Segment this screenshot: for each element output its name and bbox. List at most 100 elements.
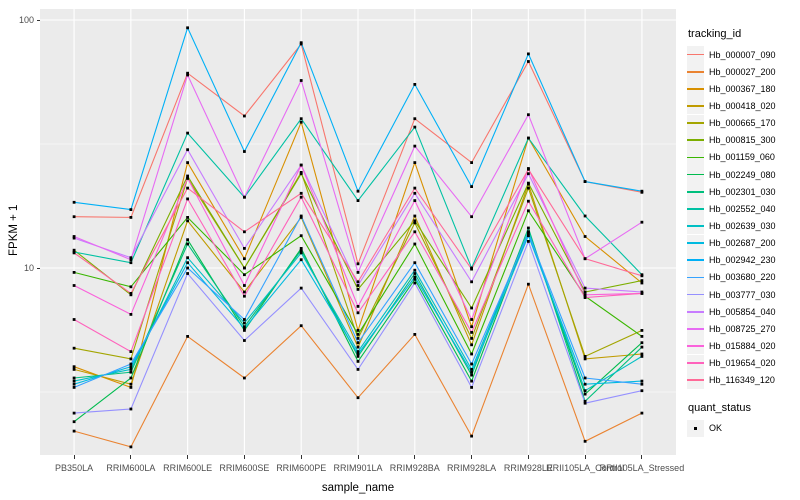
data-point xyxy=(243,290,246,294)
data-point xyxy=(413,199,417,202)
y-tick-mark xyxy=(37,19,40,21)
legend-item-Hb_019654_020: Hb_019654_020 xyxy=(687,354,799,372)
legend-line-icon xyxy=(687,225,704,227)
data-point xyxy=(583,180,587,183)
legend-line-icon xyxy=(687,293,704,296)
data-point xyxy=(186,197,189,201)
legend-key-swatch-icon xyxy=(687,63,704,81)
legend-item-Hb_002942_230: Hb_002942_230 xyxy=(687,251,799,269)
data-point xyxy=(299,79,303,82)
legend-item-label: Hb_116349_120 xyxy=(709,375,775,386)
data-point xyxy=(640,411,644,415)
data-point xyxy=(129,313,133,316)
data-point xyxy=(413,242,417,246)
data-point xyxy=(583,399,587,403)
legend-line-icon xyxy=(687,173,704,176)
data-point xyxy=(299,191,303,195)
data-point xyxy=(470,373,473,377)
data-point xyxy=(640,292,644,295)
legend-item-label: Hb_008725_270 xyxy=(709,323,776,334)
legend-items: Hb_000007_090 Hb_000027_200 Hb_000367_180 H… xyxy=(687,46,799,389)
legend-item-label: Hb_000367_180 xyxy=(709,83,776,94)
data-point xyxy=(527,186,530,190)
data-point xyxy=(243,294,246,298)
x-tick-mark xyxy=(300,455,302,459)
data-point xyxy=(583,382,587,386)
data-point xyxy=(583,355,587,358)
black-square-icon xyxy=(693,426,698,431)
data-point xyxy=(243,114,246,118)
data-point xyxy=(470,185,473,188)
data-point xyxy=(186,174,189,178)
data-point xyxy=(129,365,133,369)
data-point xyxy=(186,73,189,77)
legend-item-label: Hb_002639_030 xyxy=(709,220,776,231)
x-tick-mark xyxy=(130,455,132,459)
data-point xyxy=(527,52,530,56)
legend-item-Hb_000665_170: Hb_000665_170 xyxy=(687,114,799,132)
data-point xyxy=(583,293,587,297)
x-tick-label-PB350LA: PB350LA xyxy=(55,463,94,473)
data-point xyxy=(243,318,246,321)
data-point xyxy=(186,26,189,30)
data-point xyxy=(583,439,587,443)
data-point xyxy=(356,199,360,202)
data-point xyxy=(470,370,473,374)
legend-line-icon xyxy=(687,88,704,90)
legend-line-icon xyxy=(687,310,704,313)
data-point xyxy=(299,248,303,252)
data-point xyxy=(527,231,530,235)
data-point xyxy=(413,221,417,225)
data-point xyxy=(299,234,303,238)
data-point xyxy=(72,251,76,255)
data-point xyxy=(243,247,246,250)
data-point xyxy=(243,321,246,325)
x-tick-mark xyxy=(527,455,529,459)
legend-line-icon xyxy=(687,53,704,56)
data-point xyxy=(299,286,303,290)
data-point xyxy=(470,352,473,356)
data-point xyxy=(243,339,246,342)
legend-key-swatch-icon xyxy=(687,286,704,304)
legend-quant-status: quant_status OK xyxy=(687,402,799,437)
data-point xyxy=(72,368,76,371)
data-point xyxy=(356,271,360,274)
data-point xyxy=(129,216,133,219)
data-point xyxy=(583,389,587,393)
data-point xyxy=(527,282,530,286)
legend-title-quant-status: quant_status xyxy=(688,401,751,414)
legend-item-Hb_015884_020: Hb_015884_020 xyxy=(687,337,799,355)
data-point xyxy=(413,214,417,218)
x-tick-label-RRII105LA_Control: RRII105LA_Control xyxy=(546,463,625,473)
data-point xyxy=(640,389,644,393)
data-point xyxy=(72,382,76,386)
data-point xyxy=(129,285,133,289)
y-axis-title: FPKM + 1 xyxy=(8,204,20,256)
legend-item-label: Hb_015884_020 xyxy=(709,340,776,351)
data-point xyxy=(186,261,189,265)
legend-item-label: Hb_001159_060 xyxy=(709,152,775,163)
x-tick-mark xyxy=(584,455,586,459)
data-point xyxy=(413,144,417,148)
x-tick-mark xyxy=(414,455,416,459)
data-point xyxy=(129,407,133,411)
data-point xyxy=(243,195,246,199)
legend-item-Hb_000418_020: Hb_000418_020 xyxy=(687,97,799,115)
legend-line-icon xyxy=(687,190,704,193)
data-point xyxy=(413,268,417,272)
x-tick-mark xyxy=(641,455,643,459)
x-tick-label-RRIM901LA: RRIM901LA xyxy=(333,463,383,473)
legend-item-Hb_003777_030: Hb_003777_030 xyxy=(687,286,799,304)
data-point xyxy=(640,345,644,349)
legend-item-Hb_002639_030: Hb_002639_030 xyxy=(687,217,799,235)
data-point xyxy=(640,355,644,358)
data-point xyxy=(129,362,133,366)
data-point xyxy=(129,368,133,371)
legend-item-quant-OK: OK xyxy=(687,419,799,437)
data-point xyxy=(640,335,644,338)
legend-item-label: Hb_002301_030 xyxy=(709,186,776,197)
legend-line-icon xyxy=(687,328,704,330)
x-tick-label-RRIM600LA: RRIM600LA xyxy=(106,463,156,473)
data-point xyxy=(527,60,530,63)
